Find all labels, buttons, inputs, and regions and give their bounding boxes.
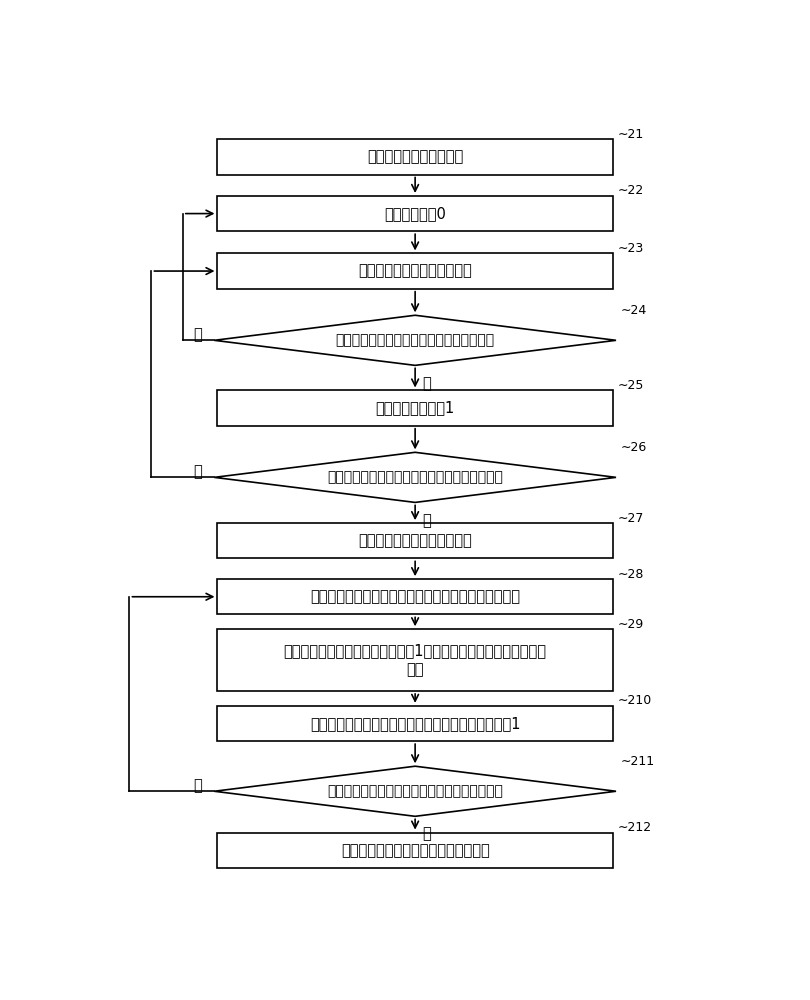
Text: 否: 否 [193, 327, 202, 342]
Bar [217, 706, 613, 741]
Text: 是: 是 [423, 376, 432, 391]
Text: 将已确定出的、该分组的初始校验地址的个数累计加1: 将已确定出的、该分组的初始校验地址的个数累计加1 [310, 716, 520, 731]
Text: 将搜索次数置0: 将搜索次数置0 [384, 206, 446, 221]
Polygon shape [214, 315, 616, 365]
Text: 对各变量进行初始化处理: 对各变量进行初始化处理 [367, 149, 463, 164]
Text: ∼22: ∼22 [618, 184, 644, 197]
Bar [217, 523, 613, 558]
Text: 将选取的余数值的使用次数累计加1，在商值集合中，将选取的商值
删除: 将选取的余数值的使用次数累计加1，在商值集合中，将选取的商值 删除 [284, 643, 547, 678]
Bar [217, 253, 613, 289]
Bar [217, 833, 613, 868]
Text: ∼210: ∼210 [618, 694, 652, 707]
Text: ∼26: ∼26 [621, 441, 647, 454]
Text: ∼23: ∼23 [618, 242, 644, 255]
Bar [217, 196, 613, 231]
Text: 否: 否 [193, 464, 202, 479]
Text: ∼211: ∼211 [621, 755, 655, 768]
Bar [217, 139, 613, 175]
Bar [217, 579, 613, 614]
Text: 是: 是 [423, 513, 432, 528]
Text: ∼29: ∼29 [618, 618, 644, 631]
Text: 判断搜索次数是否达到预先设置的最大搜索次数: 判断搜索次数是否达到预先设置的最大搜索次数 [327, 470, 503, 484]
Text: 否: 否 [193, 778, 202, 793]
Polygon shape [214, 766, 616, 816]
Bar [217, 629, 613, 691]
Text: ∼21: ∼21 [618, 128, 644, 141]
Text: 是: 是 [423, 827, 432, 842]
Text: ∼28: ∼28 [618, 568, 644, 581]
Text: 随机搜索出一个初始校验地址: 随机搜索出一个初始校验地址 [358, 264, 472, 279]
Text: ∼212: ∼212 [618, 821, 652, 834]
Text: ∼24: ∼24 [621, 304, 647, 317]
Text: ∼27: ∼27 [618, 512, 644, 525]
Text: ∼25: ∼25 [618, 379, 644, 392]
Text: 完成该分组的初始校验地址的确定过程: 完成该分组的初始校验地址的确定过程 [341, 843, 489, 858]
Text: 中断搜索初始校验地址的处理: 中断搜索初始校验地址的处理 [358, 533, 472, 548]
Text: 判断初始校验地址的个数是否达到第二规定阈值: 判断初始校验地址的个数是否达到第二规定阈值 [327, 784, 503, 798]
Polygon shape [214, 452, 616, 502]
Text: 将搜索到的初始校验地址确定为该分组的初始校验地址: 将搜索到的初始校验地址确定为该分组的初始校验地址 [310, 589, 520, 604]
Bar [217, 390, 613, 426]
Text: 将搜索次数累计加1: 将搜索次数累计加1 [376, 401, 454, 416]
Text: 判断是否存在环长不大于第一规定阈值的环: 判断是否存在环长不大于第一规定阈值的环 [335, 333, 495, 347]
